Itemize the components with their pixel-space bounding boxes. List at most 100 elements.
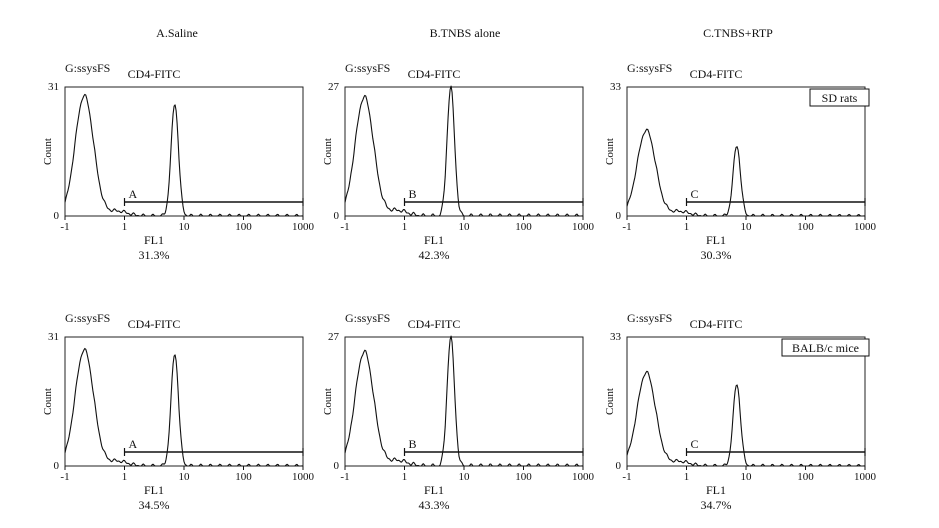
column-title-a: A.Saline bbox=[156, 26, 198, 40]
region-marker-label: C bbox=[691, 187, 699, 201]
x-tick-label: 10 bbox=[179, 221, 191, 233]
y-axis-label: Count bbox=[42, 388, 54, 415]
percent-positive-label: 31.3% bbox=[139, 248, 170, 262]
histogram-panel-1: G:ssysFS CD4-FITC 31 0 Count A -1 1 10 100 1000 FL1… bbox=[42, 61, 315, 262]
x-tick-label: 1 bbox=[684, 221, 690, 233]
x-tick-label: 1 bbox=[122, 471, 128, 483]
y-axis-min-label: 0 bbox=[334, 460, 340, 472]
region-marker-label: B bbox=[409, 187, 417, 201]
region-marker-label: A bbox=[129, 437, 138, 451]
parameter-title: CD4-FITC bbox=[128, 317, 181, 331]
y-axis-min-label: 0 bbox=[54, 460, 60, 472]
plot-frame bbox=[64, 86, 304, 217]
x-tick-label: 1 bbox=[402, 221, 408, 233]
histogram-panel-4: G:ssysFS CD4-FITC 31 0 Count A -1 1 10 100 1000 FL1… bbox=[42, 311, 315, 512]
column-title-b: B.TNBS alone bbox=[430, 26, 501, 40]
histogram-panel-6: G:ssysFS CD4-FITC 33 0 Count C -1 1 10 100 1000 FL1… bbox=[604, 311, 877, 512]
plot-frame bbox=[64, 336, 304, 467]
gate-label: G:ssysFS bbox=[65, 311, 110, 325]
x-axis-label: FL1 bbox=[144, 233, 164, 247]
x-tick-label: 100 bbox=[235, 221, 252, 233]
x-tick-label: 1000 bbox=[854, 471, 877, 483]
column-title-c: C.TNBS+RTP bbox=[703, 26, 773, 40]
x-tick-label: 1000 bbox=[292, 221, 315, 233]
histogram-trace bbox=[64, 93, 304, 217]
x-tick-label: -1 bbox=[340, 471, 349, 483]
species-box bbox=[781, 338, 870, 357]
y-axis-max-label: 27 bbox=[328, 331, 340, 343]
x-tick-label: 10 bbox=[459, 471, 471, 483]
y-axis-label: Count bbox=[322, 388, 334, 415]
histogram-panel-5: G:ssysFS CD4-FITC 27 0 Count B -1 1 10 100 1000 FL1… bbox=[322, 311, 595, 512]
x-tick-label: 100 bbox=[515, 221, 532, 233]
x-axis-label: FL1 bbox=[144, 483, 164, 497]
plot-frame bbox=[344, 336, 584, 467]
species-label: SD rats bbox=[822, 91, 858, 105]
parameter-title: CD4-FITC bbox=[128, 67, 181, 81]
plot-frame bbox=[344, 86, 584, 217]
region-marker-label: C bbox=[691, 437, 699, 451]
x-axis-label: FL1 bbox=[424, 233, 444, 247]
y-axis-min-label: 0 bbox=[334, 210, 340, 222]
histogram-panel-3: G:ssysFS CD4-FITC 33 0 Count C -1 1 10 100 1000 FL1… bbox=[604, 61, 877, 262]
x-tick-label: 1 bbox=[402, 471, 408, 483]
x-tick-label: 1000 bbox=[854, 221, 877, 233]
gate-label: G:ssysFS bbox=[65, 61, 110, 75]
species-label: BALB/c mice bbox=[792, 341, 859, 355]
x-axis-label: FL1 bbox=[706, 233, 726, 247]
gate-label: G:ssysFS bbox=[627, 311, 672, 325]
percent-positive-label: 34.7% bbox=[701, 498, 732, 512]
x-tick-label: 1 bbox=[122, 221, 128, 233]
y-axis-min-label: 0 bbox=[54, 210, 60, 222]
y-axis-min-label: 0 bbox=[616, 460, 622, 472]
x-tick-label: 1 bbox=[684, 471, 690, 483]
x-tick-label: 10 bbox=[741, 471, 753, 483]
percent-positive-label: 42.3% bbox=[419, 248, 450, 262]
x-tick-label: 100 bbox=[797, 471, 814, 483]
gate-label: G:ssysFS bbox=[345, 61, 390, 75]
y-axis-max-label: 27 bbox=[328, 81, 340, 93]
histogram-trace bbox=[626, 370, 866, 467]
y-axis-label: Count bbox=[322, 138, 334, 165]
x-tick-label: 10 bbox=[459, 221, 471, 233]
y-axis-max-label: 33 bbox=[610, 331, 622, 343]
x-tick-label: 100 bbox=[797, 221, 814, 233]
histogram-trace bbox=[344, 85, 584, 217]
x-tick-label: 1000 bbox=[572, 221, 595, 233]
x-tick-label: -1 bbox=[622, 221, 631, 233]
species-box bbox=[809, 88, 870, 107]
x-tick-label: -1 bbox=[340, 221, 349, 233]
parameter-title: CD4-FITC bbox=[408, 317, 461, 331]
percent-positive-label: 43.3% bbox=[419, 498, 450, 512]
gate-label: G:ssysFS bbox=[627, 61, 672, 75]
x-tick-label: 1000 bbox=[292, 471, 315, 483]
histogram-trace bbox=[64, 347, 304, 467]
x-axis-label: FL1 bbox=[424, 483, 444, 497]
x-axis-label: FL1 bbox=[706, 483, 726, 497]
y-axis-label: Count bbox=[42, 138, 54, 165]
region-marker-label: A bbox=[129, 187, 138, 201]
x-tick-label: -1 bbox=[60, 221, 69, 233]
region-marker-label: B bbox=[409, 437, 417, 451]
x-tick-label: 100 bbox=[235, 471, 252, 483]
y-axis-max-label: 33 bbox=[610, 81, 622, 93]
parameter-title: CD4-FITC bbox=[690, 67, 743, 81]
parameter-title: CD4-FITC bbox=[690, 317, 743, 331]
x-tick-label: 10 bbox=[741, 221, 753, 233]
histogram-trace bbox=[344, 335, 584, 467]
y-axis-min-label: 0 bbox=[616, 210, 622, 222]
y-axis-max-label: 31 bbox=[48, 331, 59, 343]
x-tick-label: 100 bbox=[515, 471, 532, 483]
gate-label: G:ssysFS bbox=[345, 311, 390, 325]
y-axis-label: Count bbox=[604, 388, 616, 415]
x-tick-label: -1 bbox=[60, 471, 69, 483]
percent-positive-label: 34.5% bbox=[139, 498, 170, 512]
parameter-title: CD4-FITC bbox=[408, 67, 461, 81]
percent-positive-label: 30.3% bbox=[701, 248, 732, 262]
histogram-trace bbox=[626, 128, 866, 217]
y-axis-max-label: 31 bbox=[48, 81, 59, 93]
histogram-panel-2: G:ssysFS CD4-FITC 27 0 Count B -1 1 10 100 1000 FL1… bbox=[322, 61, 595, 262]
x-tick-label: 10 bbox=[179, 471, 191, 483]
